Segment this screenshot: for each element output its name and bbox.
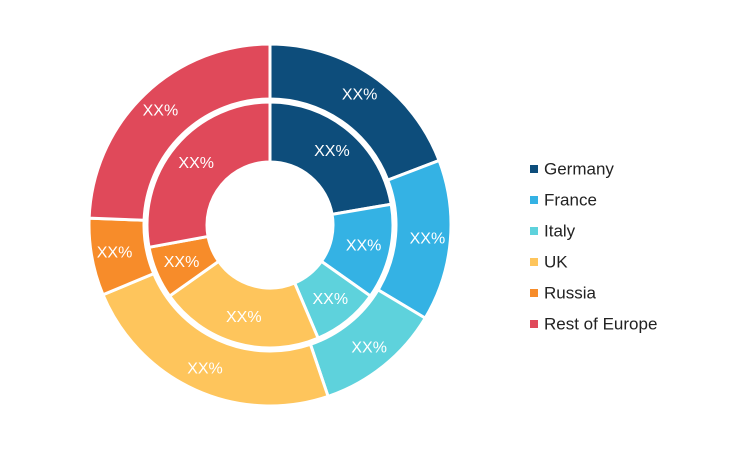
legend: Germany France Italy UK Russia Rest of Europe xyxy=(530,160,657,334)
segment-labels: XX% XX% XX% XX% XX% XX% XX% XX% XX% XX% XX% XX% xyxy=(97,86,445,377)
inner-label-italy: XX% xyxy=(312,291,348,308)
outer-label-uk: XX% xyxy=(187,361,223,378)
outer-label-rest-of-europe: XX% xyxy=(143,103,179,120)
legend-label-france: France xyxy=(544,191,597,210)
inner-slice-uk xyxy=(167,259,321,350)
legend-swatch-russia xyxy=(530,289,538,297)
legend-item-italy: Italy xyxy=(530,222,576,241)
inner-slice-germany xyxy=(268,100,393,217)
legend-label-russia: Russia xyxy=(544,284,597,303)
legend-label-rest-of-europe: Rest of Europe xyxy=(544,315,657,334)
legend-swatch-germany xyxy=(530,165,538,173)
outer-label-italy: XX% xyxy=(351,339,387,356)
legend-item-germany: Germany xyxy=(530,160,614,179)
legend-swatch-uk xyxy=(530,258,538,266)
outer-label-russia: XX% xyxy=(97,245,133,262)
inner-slice-rest-of-europe xyxy=(145,100,272,250)
legend-label-italy: Italy xyxy=(544,222,576,241)
legend-label-germany: Germany xyxy=(544,160,614,179)
outer-label-france: XX% xyxy=(410,230,446,247)
legend-swatch-france xyxy=(530,196,538,204)
inner-label-germany: XX% xyxy=(314,143,350,160)
legend-item-france: France xyxy=(530,191,597,210)
legend-swatch-italy xyxy=(530,227,538,235)
legend-item-rest-of-europe: Rest of Europe xyxy=(530,315,657,334)
donut-rings xyxy=(87,42,453,408)
legend-swatch-rest-of-europe xyxy=(530,320,538,328)
outer-label-germany: XX% xyxy=(342,86,378,103)
inner-label-france: XX% xyxy=(346,238,382,255)
legend-label-uk: UK xyxy=(544,253,568,272)
inner-label-russia: XX% xyxy=(164,254,200,271)
legend-item-russia: Russia xyxy=(530,284,597,303)
outer-slice-rest-of-europe xyxy=(87,42,272,222)
inner-label-uk: XX% xyxy=(226,309,262,326)
legend-item-uk: UK xyxy=(530,253,568,272)
inner-label-rest-of-europe: XX% xyxy=(178,155,214,172)
